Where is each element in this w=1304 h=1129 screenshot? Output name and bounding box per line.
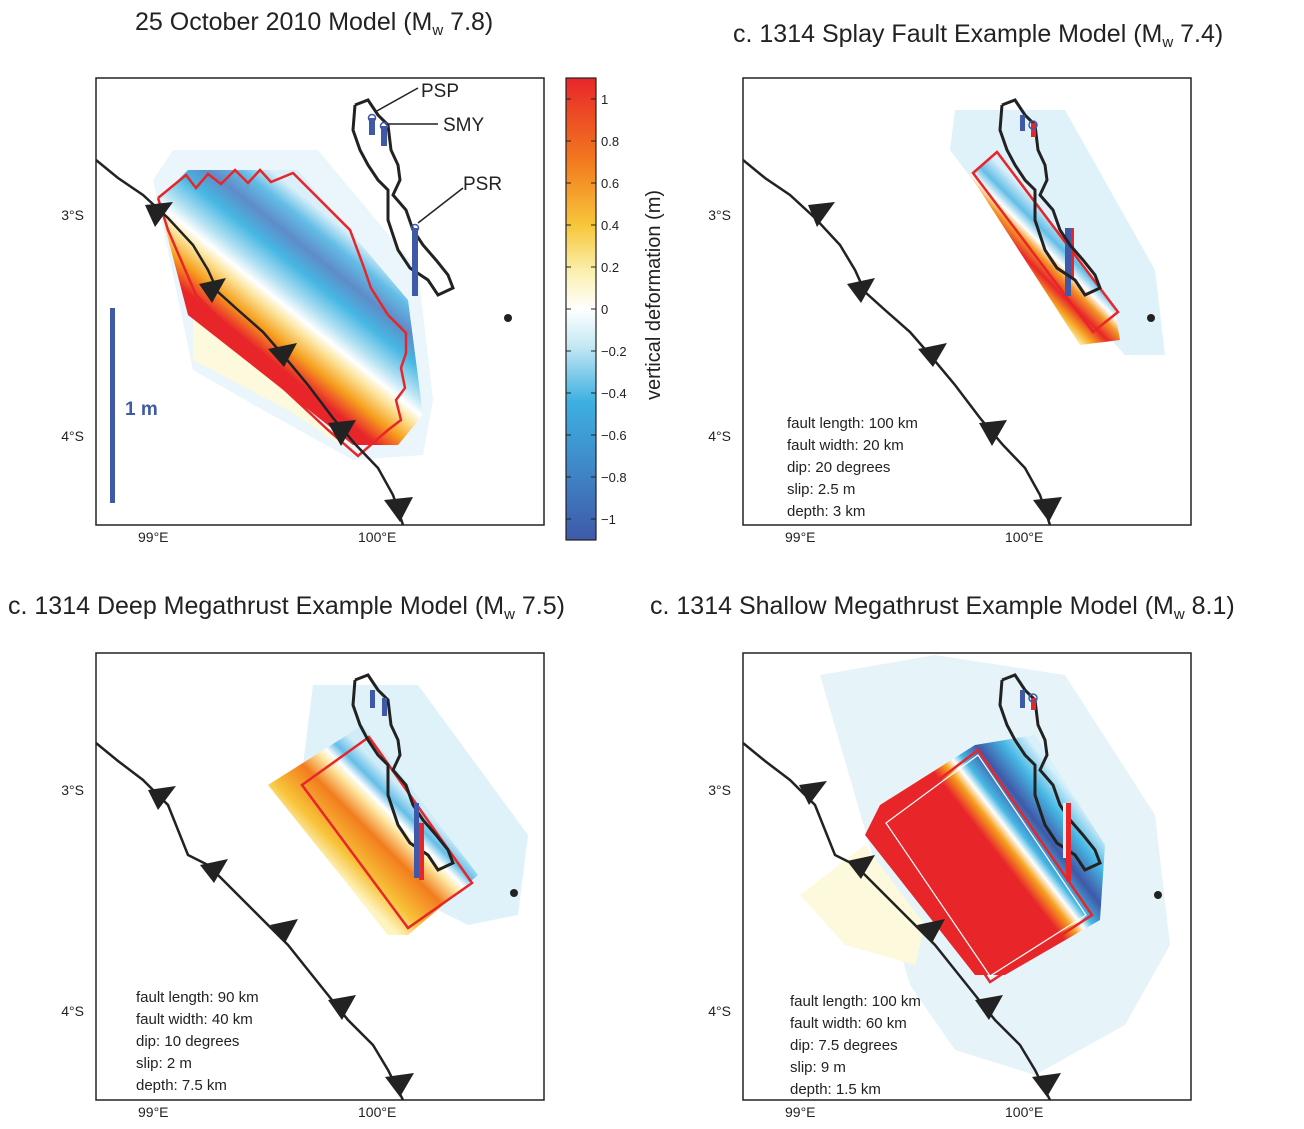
panel-2-title: c. 1314 Splay Fault Example Model (Mw 7.… bbox=[733, 20, 1224, 51]
panel-1-map: PSP SMY PSR 1 m 99°E 100°E 3°S 4°S bbox=[61, 77, 545, 545]
islet bbox=[504, 314, 512, 322]
panel-3-map: fault length: 90 km fault width: 40 km d… bbox=[61, 652, 545, 1120]
colorbar-ticks: 1 0.8 0.6 0.4 0.2 0 −0.2 −0.4 −0.6 −0.8 −1 bbox=[566, 92, 627, 527]
station-bar-psr bbox=[412, 228, 418, 296]
station-label-psp: PSP bbox=[421, 81, 459, 102]
trench-triangle bbox=[199, 278, 226, 303]
fault-outline bbox=[300, 735, 474, 930]
svg-text:100°E: 100°E bbox=[1005, 1104, 1043, 1120]
svg-text:depth: 7.5 km: depth: 7.5 km bbox=[136, 1077, 227, 1094]
island-outline bbox=[998, 673, 1102, 872]
svg-text:99°E: 99°E bbox=[785, 1104, 816, 1120]
panel-2-map: fault length: 100 km fault width: 20 km … bbox=[708, 77, 1192, 545]
svg-text:depth: 1.5 km: depth: 1.5 km bbox=[790, 1081, 881, 1098]
colorbar-tick-label: 0.2 bbox=[601, 260, 619, 275]
station-bar bbox=[1065, 228, 1071, 296]
uplift-halo bbox=[193, 300, 348, 450]
svg-text:4°S: 4°S bbox=[708, 428, 731, 444]
fault-params: fault length: 100 km fault width: 60 km … bbox=[790, 993, 921, 1098]
lon-tick-100: 100°E bbox=[358, 529, 396, 545]
fault-outline bbox=[971, 150, 1120, 334]
svg-text:dip: 10 degrees: dip: 10 degrees bbox=[136, 1033, 239, 1050]
svg-text:dip: 7.5 degrees: dip: 7.5 degrees bbox=[790, 1037, 898, 1054]
svg-text:fault width: 40 km: fault width: 40 km bbox=[136, 1011, 253, 1028]
svg-text:3°S: 3°S bbox=[708, 207, 731, 223]
colorbar-tick-label: −1 bbox=[601, 512, 616, 527]
svg-text:3°S: 3°S bbox=[61, 782, 84, 798]
map-frame bbox=[95, 77, 545, 526]
trench-triangle bbox=[328, 420, 356, 446]
panel-4-map: fault length: 100 km fault width: 60 km … bbox=[708, 652, 1192, 1120]
svg-text:100°E: 100°E bbox=[358, 1104, 396, 1120]
colorbar-tick-label: 0.8 bbox=[601, 134, 619, 149]
panel-3-title: c. 1314 Deep Megathrust Example Model (M… bbox=[8, 592, 565, 623]
svg-text:4°S: 4°S bbox=[61, 1003, 84, 1019]
colorbar-tick-label: −0.2 bbox=[601, 344, 627, 359]
station-bar bbox=[1071, 228, 1074, 278]
colorbar-tick-label: 0 bbox=[601, 302, 608, 317]
panel-1-title: 25 October 2010 Model (Mw 7.8) bbox=[135, 8, 494, 39]
lat-tick-4s: 4°S bbox=[61, 428, 84, 444]
deformation-field bbox=[158, 170, 423, 445]
svg-text:4°S: 4°S bbox=[708, 1003, 731, 1019]
svg-text:fault length: 100 km: fault length: 100 km bbox=[790, 993, 921, 1010]
colorbar-tick-label: −0.4 bbox=[601, 386, 627, 401]
panel-4-title: c. 1314 Shallow Megathrust Example Model… bbox=[650, 592, 1235, 623]
lon-tick-99: 99°E bbox=[138, 529, 169, 545]
svg-text:slip: 2.5 m: slip: 2.5 m bbox=[787, 481, 855, 498]
trench-triangle bbox=[384, 497, 413, 522]
svg-text:100°E: 100°E bbox=[1005, 529, 1043, 545]
svg-text:99°E: 99°E bbox=[138, 1104, 169, 1120]
island-outline bbox=[998, 98, 1102, 297]
colorbar-tick-label: 1 bbox=[601, 92, 608, 107]
fault-params: fault length: 100 km fault width: 20 km … bbox=[787, 415, 918, 520]
island-outline bbox=[351, 673, 455, 872]
svg-text:fault length: 100 km: fault length: 100 km bbox=[787, 415, 918, 432]
lat-tick-3s: 3°S bbox=[61, 207, 84, 223]
svg-text:99°E: 99°E bbox=[785, 529, 816, 545]
scale-bar bbox=[110, 308, 115, 503]
island-outline bbox=[351, 98, 455, 297]
trench-triangle bbox=[268, 343, 297, 367]
svg-text:slip: 2 m: slip: 2 m bbox=[136, 1055, 192, 1072]
station-label-smy: SMY bbox=[443, 115, 485, 136]
svg-text:fault width: 20 km: fault width: 20 km bbox=[787, 437, 904, 454]
svg-text:slip: 9 m: slip: 9 m bbox=[790, 1059, 846, 1076]
station-label-psr: PSR bbox=[463, 174, 502, 195]
colorbar-tick-label: −0.8 bbox=[601, 470, 627, 485]
colorbar-label: vertical deformation (m) bbox=[643, 190, 665, 400]
colorbar-tick-label: 0.6 bbox=[601, 176, 619, 191]
fault-params: fault length: 90 km fault width: 40 km d… bbox=[136, 989, 259, 1094]
station-bar-psp bbox=[369, 118, 375, 135]
trench-triangle bbox=[145, 202, 173, 227]
svg-text:fault width: 60 km: fault width: 60 km bbox=[790, 1015, 907, 1032]
svg-text:fault length: 90 km: fault length: 90 km bbox=[136, 989, 259, 1006]
colorbar-tick-label: 0.4 bbox=[601, 218, 619, 233]
fault-outline bbox=[156, 168, 408, 458]
svg-text:dip: 20 degrees: dip: 20 degrees bbox=[787, 459, 890, 476]
svg-text:depth: 3 km: depth: 3 km bbox=[787, 503, 865, 520]
fault-outline bbox=[880, 748, 1094, 984]
station-bar-smy bbox=[381, 126, 387, 146]
scale-bar-label: 1 m bbox=[125, 399, 158, 420]
colorbar: 1 0.8 0.6 0.4 0.2 0 −0.2 −0.4 −0.6 −0.8 −1 vertica… bbox=[565, 77, 665, 541]
trench-line bbox=[743, 159, 1052, 525]
svg-text:3°S: 3°S bbox=[708, 782, 731, 798]
colorbar-tick-label: −0.6 bbox=[601, 428, 627, 443]
